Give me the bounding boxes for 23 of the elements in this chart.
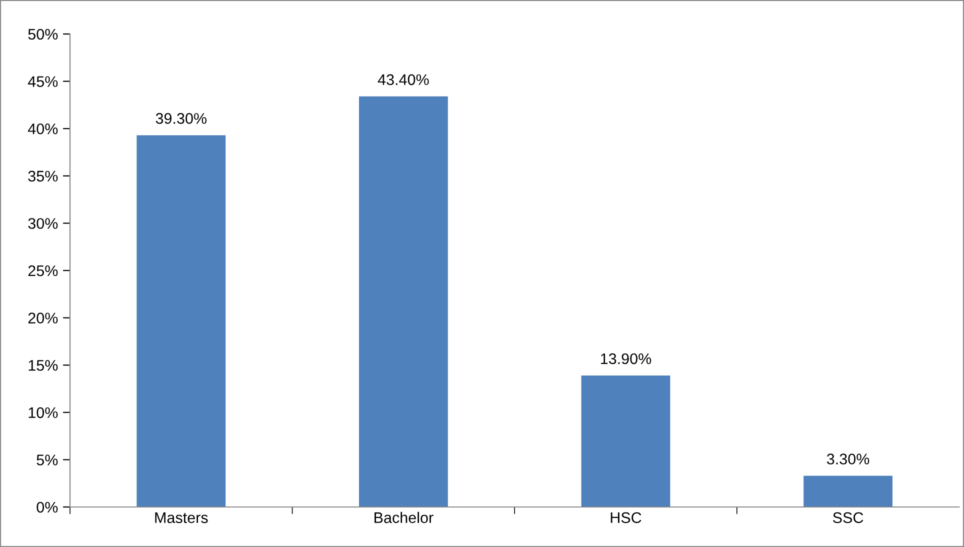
y-tick-label: 20% [28,312,58,324]
x-tick-label: SSC [833,512,864,524]
y-tick-label: 50% [28,28,58,40]
y-tick-label: 30% [28,218,58,229]
data-label: 39.30% [156,113,207,124]
y-tick-label: 40% [28,123,58,134]
y-tick-label: 5% [36,454,58,466]
y-tick-label: 15% [28,360,58,371]
x-tick-label: HSC [610,512,642,524]
bar [581,376,670,507]
data-label: 13.90% [600,353,652,364]
y-tick-label: 45% [28,76,58,87]
y-tick-label: 0% [36,502,58,513]
y-tick-label: 35% [28,170,58,182]
x-tick-label: Bachelor [374,512,434,524]
x-tick-label: Masters [155,512,208,524]
bar [358,96,448,507]
data-label: 43.40% [378,74,429,86]
bar [804,476,892,507]
y-tick-label: 10% [28,407,58,418]
data-label: 3.30% [826,454,870,464]
y-tick-label: 25% [28,265,58,276]
bar [136,135,226,507]
